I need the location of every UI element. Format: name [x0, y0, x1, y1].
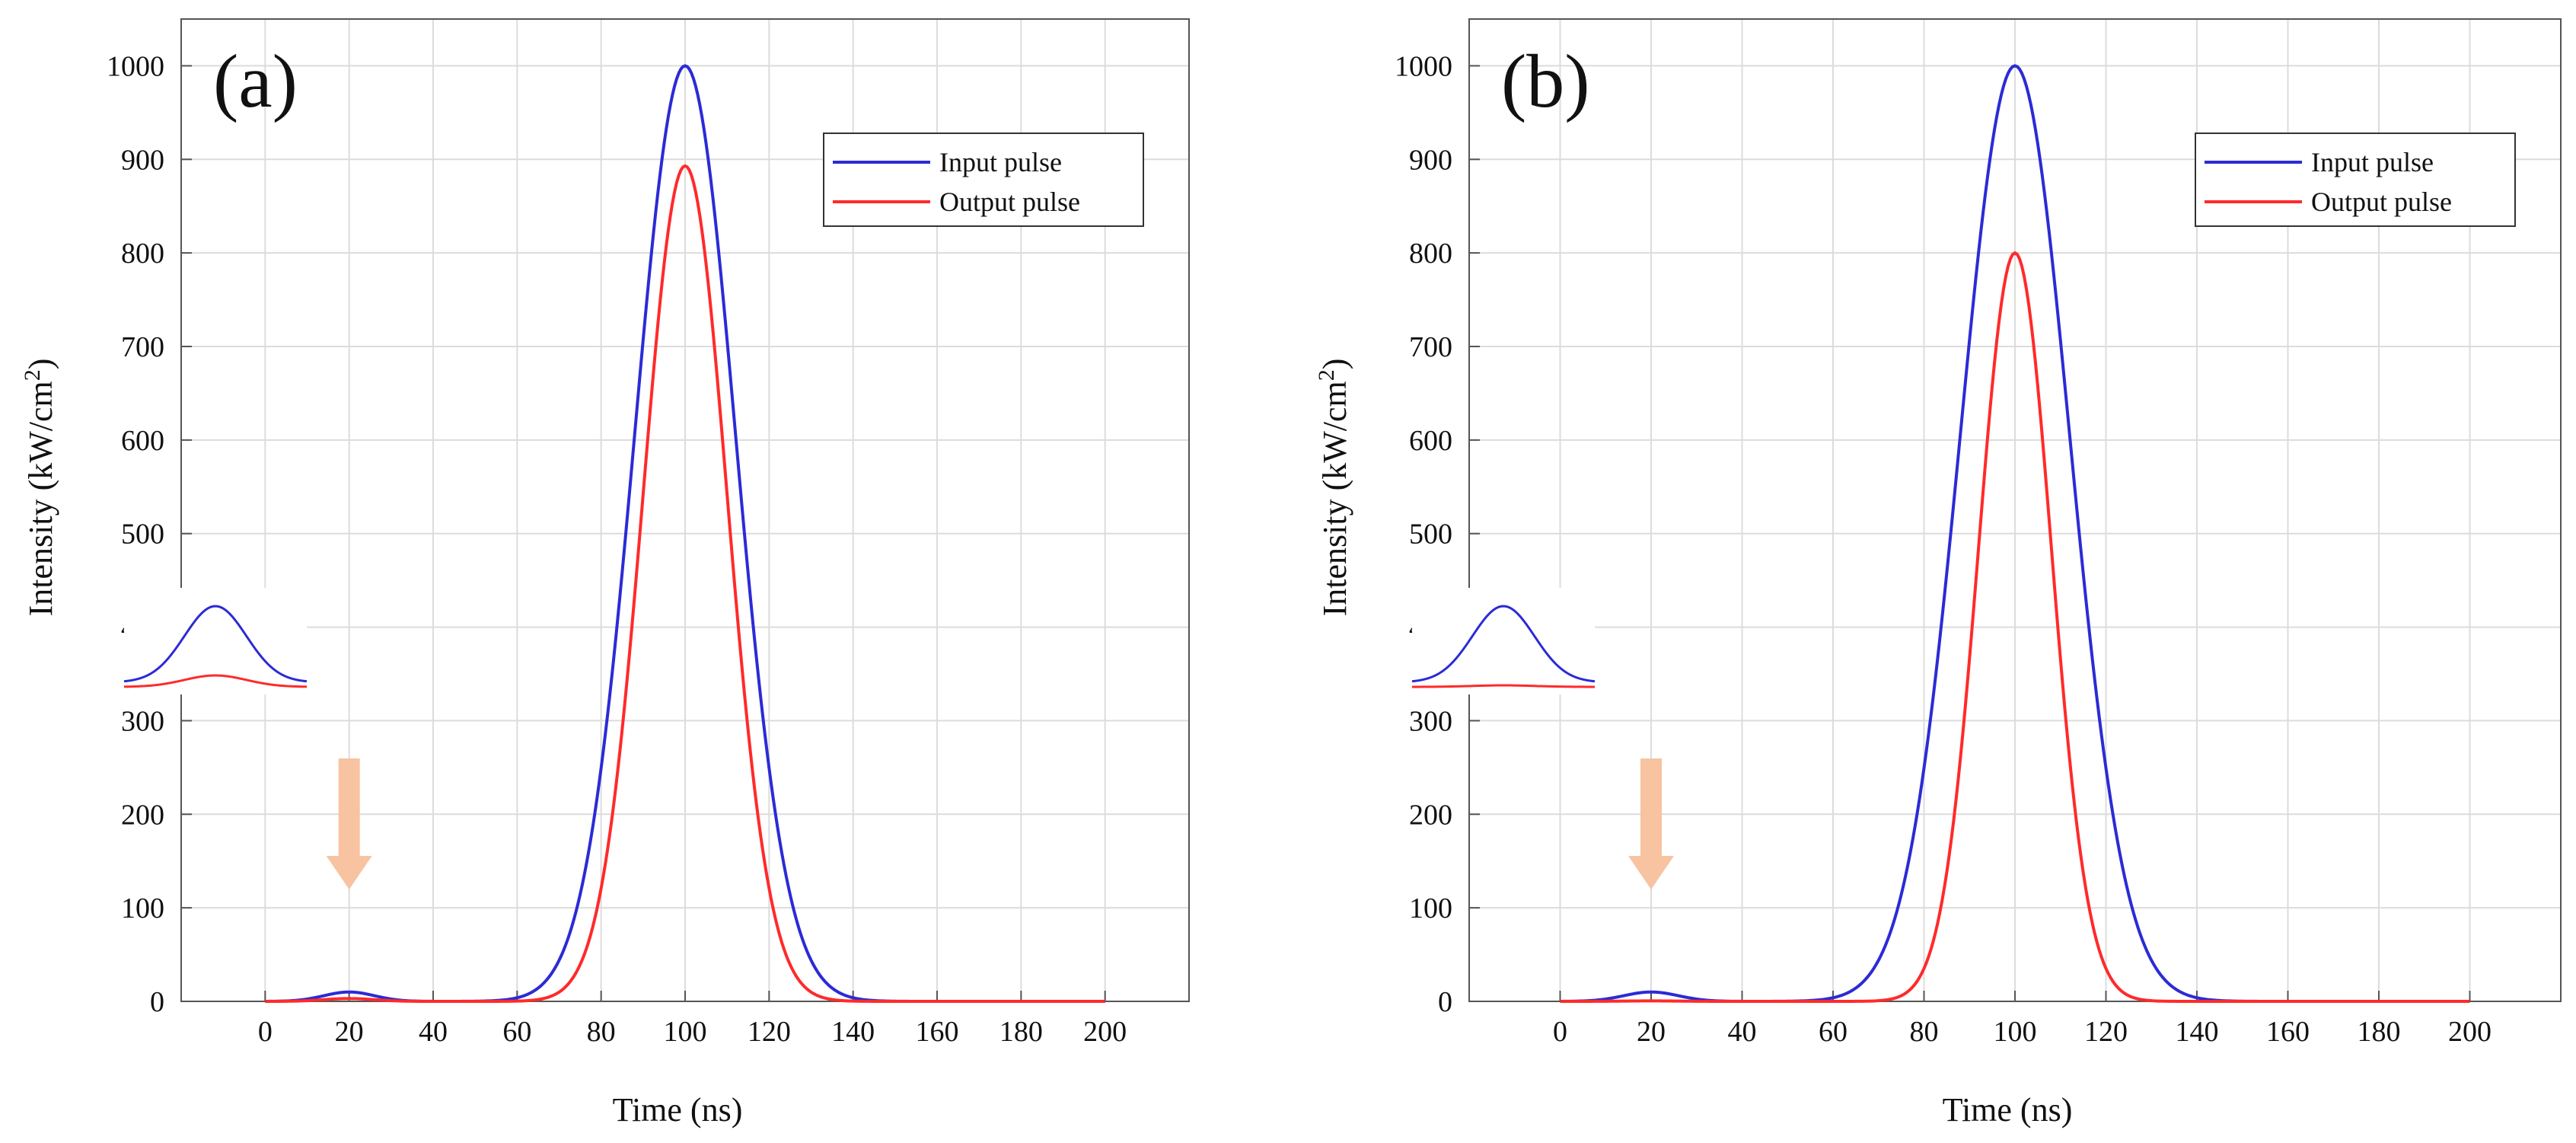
x-tick-label: 80: [1910, 1016, 1939, 1048]
inset-background: [1412, 588, 1595, 694]
y-tick-label: 0: [1438, 986, 1452, 1018]
inset-zoom: [123, 588, 308, 694]
arrow-shaft: [338, 758, 360, 857]
y-axis-label: Intensity (kW/cm2): [20, 359, 60, 617]
x-tick-label: 20: [1637, 1016, 1666, 1048]
x-tick-label: 140: [2176, 1016, 2219, 1048]
y-axis-label-close: ): [22, 359, 59, 370]
y-axis-label-main: Intensity (kW/cm: [22, 381, 59, 616]
y-tick-label: 200: [1409, 799, 1452, 831]
legend: Input pulse Output pulse: [2195, 132, 2516, 227]
legend-box: [823, 132, 1144, 227]
y-tick-label: 300: [121, 705, 164, 737]
inset-curve-output: [123, 674, 308, 688]
arrow-head: [326, 856, 372, 889]
y-tick-label: 600: [1409, 425, 1452, 457]
x-tick-label: 60: [502, 1016, 531, 1048]
x-tick-label: 140: [831, 1016, 875, 1048]
inset-zoom: [1411, 588, 1596, 694]
legend-box: [2195, 132, 2516, 227]
y-axis-label: Intensity (kW/cm2): [1314, 359, 1354, 617]
y-tick-label: 100: [121, 892, 164, 924]
x-tick-label: 0: [1553, 1016, 1567, 1048]
legend-entry: Input pulse: [939, 147, 1062, 177]
y-tick-label: 500: [1409, 519, 1452, 551]
y-tick-label: 900: [121, 144, 164, 176]
y-axis-label-close: ): [1316, 359, 1353, 370]
legend: Input pulse Output pulse: [823, 132, 1144, 227]
x-tick-label: 80: [587, 1016, 616, 1048]
y-tick-label: 500: [121, 519, 164, 551]
x-axis-label: Time (ns): [1943, 1091, 2073, 1129]
zoom-arrow: [326, 758, 372, 889]
y-tick-label: 1000: [107, 50, 164, 82]
y-axis-label-superscript: 2: [20, 369, 45, 381]
y-tick-label: 1000: [1395, 50, 1452, 82]
x-tick-label: 0: [258, 1016, 273, 1048]
inset-background: [124, 588, 307, 694]
y-tick-label: 100: [1409, 892, 1452, 924]
chart-panel-a: 0204060801001201401601802000100200300400…: [20, 18, 1190, 1129]
y-tick-label: 900: [1409, 144, 1452, 176]
series-line-output: [1560, 251, 2470, 1003]
y-axis-label-superscript: 2: [1314, 369, 1339, 381]
arrow-shaft: [1640, 758, 1662, 857]
y-tick-label: 300: [1409, 705, 1452, 737]
legend-entry: Input pulse: [2311, 147, 2434, 177]
arrow-head: [1628, 856, 1674, 889]
x-tick-label: 160: [916, 1016, 959, 1048]
inset-curve-input: [123, 605, 308, 683]
x-tick-label: 180: [2358, 1016, 2401, 1048]
x-tick-label: 60: [1819, 1016, 1848, 1048]
y-tick-label: 700: [121, 331, 164, 363]
legend-entry: Output pulse: [2311, 187, 2452, 217]
y-tick-label: 0: [150, 986, 164, 1018]
inset-curve-input: [1411, 605, 1596, 683]
x-tick-label: 120: [2084, 1016, 2128, 1048]
x-tick-label: 160: [2266, 1016, 2310, 1048]
legend-entry: Output pulse: [939, 187, 1080, 217]
x-tick-label: 120: [748, 1016, 791, 1048]
y-tick-label: 800: [121, 238, 164, 270]
y-axis-label-main: Intensity (kW/cm: [1316, 381, 1353, 616]
zoom-arrow: [1628, 758, 1674, 889]
x-axis-label: Time (ns): [613, 1091, 743, 1129]
x-tick-label: 20: [335, 1016, 364, 1048]
y-tick-label: 700: [1409, 331, 1452, 363]
series-line-output: [265, 164, 1105, 1003]
y-tick-label: 800: [1409, 238, 1452, 270]
chart-panel-b: 0204060801001201401601802000100200300400…: [1314, 18, 2562, 1129]
y-tick-label: 600: [121, 425, 164, 457]
x-tick-label: 180: [999, 1016, 1043, 1048]
x-tick-label: 200: [1083, 1016, 1127, 1048]
x-tick-label: 100: [664, 1016, 707, 1048]
x-tick-label: 100: [1994, 1016, 2037, 1048]
panel-label: (b): [1501, 39, 1590, 123]
inset-curve-output: [1412, 684, 1595, 688]
x-tick-label: 40: [1728, 1016, 1757, 1048]
x-tick-label: 40: [419, 1016, 448, 1048]
y-tick-label: 200: [121, 799, 164, 831]
panel-label: (a): [213, 39, 298, 123]
x-tick-label: 200: [2448, 1016, 2492, 1048]
